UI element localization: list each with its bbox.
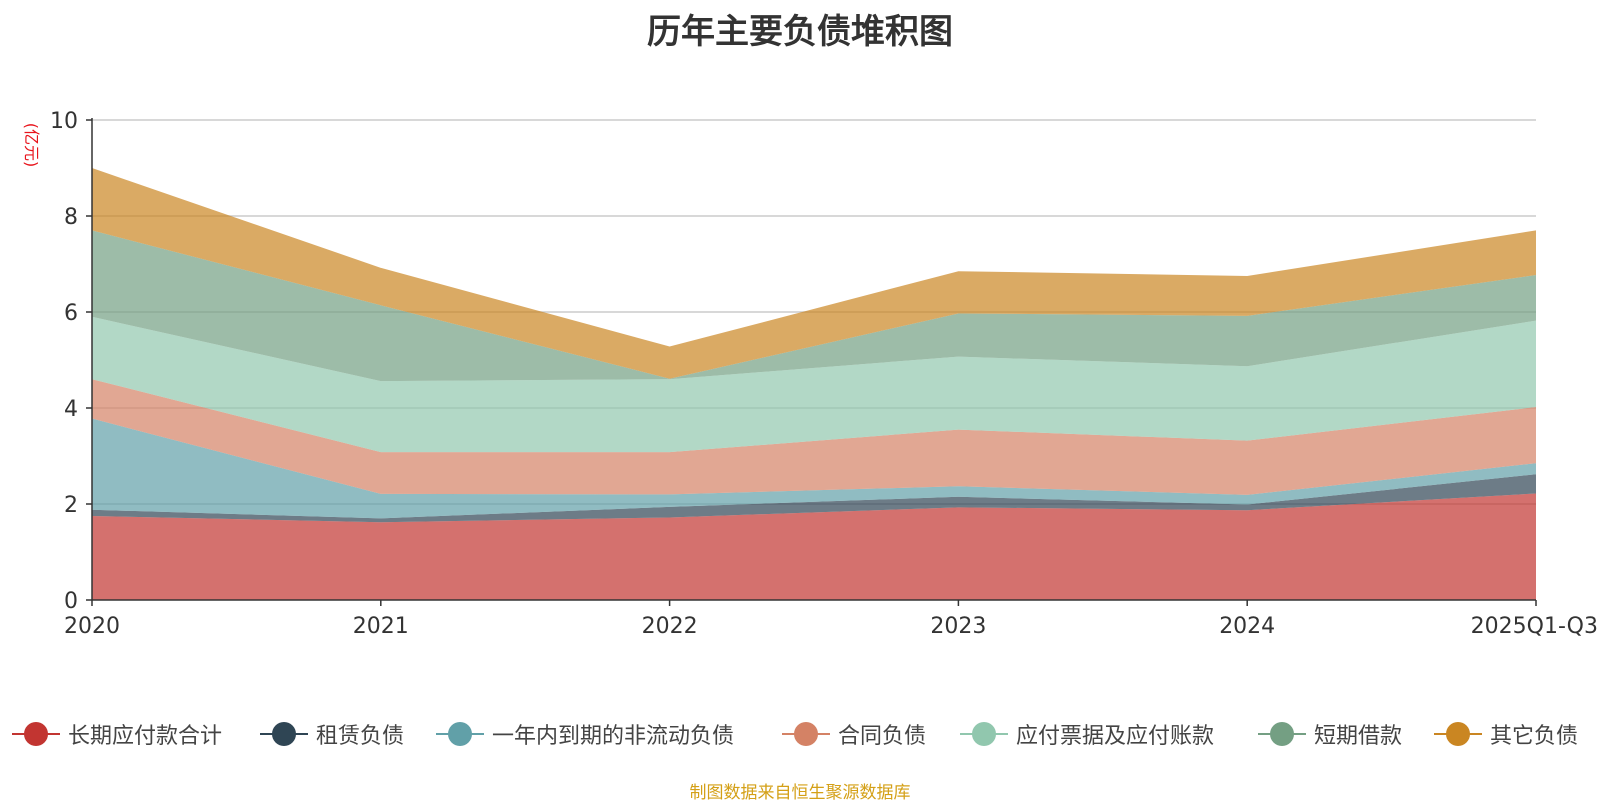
legend-item[interactable]: 合同负债 [782, 716, 926, 752]
y-tick-label: 0 [64, 589, 78, 614]
y-tick-label: 4 [64, 397, 78, 422]
legend-label: 长期应付款合计 [68, 724, 223, 749]
series-area-2 [92, 418, 1536, 519]
series-area-1 [92, 474, 1536, 523]
axes: 0 2 4 6 8 10 2020 2021 2022 2023 2024 2025Q1-Q3 [50, 109, 1598, 639]
x-tick-label: 2020 [64, 614, 120, 639]
series-area-0 [92, 493, 1536, 600]
y-tick-label: 2 [64, 493, 78, 518]
series-area-6 [92, 168, 1536, 379]
legend-marker [436, 716, 484, 752]
x-tick-label: 2025Q1-Q3 [1471, 614, 1598, 639]
stacked-areas [92, 168, 1536, 600]
chart-plot: 0 2 4 6 8 10 2020 2021 2022 2023 2024 2025Q1-Q3 (亿元… [22, 109, 1598, 639]
x-tick-label: 2022 [642, 614, 698, 639]
legend-label: 短期借款 [1314, 724, 1403, 749]
legend-item[interactable]: 短期借款 [1258, 716, 1402, 752]
x-tick-label: 2023 [930, 614, 986, 639]
legend-label: 一年内到期的非流动负债 [492, 724, 735, 749]
y-tick-label: 10 [50, 109, 78, 134]
legend-marker [260, 716, 308, 752]
series-area-3 [92, 379, 1536, 495]
legend-item[interactable]: 一年内到期的非流动负债 [436, 716, 734, 752]
legend-item[interactable]: 长期应付款合计 [12, 716, 222, 752]
legend-marker [960, 716, 1008, 752]
legend-item[interactable]: 其它负债 [1434, 716, 1578, 752]
legend-label: 其它负债 [1490, 724, 1579, 749]
legend: 长期应付款合计 租赁负债 一年内到期的非流动负债 合同负债 应付票据及应付账款 短期借款 其… [0, 716, 1600, 752]
series-area-5 [92, 230, 1536, 382]
legend-marker [782, 716, 830, 752]
legend-item[interactable]: 应付票据及应付账款 [960, 716, 1214, 752]
legend-item[interactable]: 租赁负债 [260, 716, 404, 752]
legend-label: 应付票据及应付账款 [1016, 724, 1215, 749]
chart-title: 历年主要负债堆积图 [647, 12, 953, 52]
x-tick-label: 2021 [353, 614, 409, 639]
source-footer: 制图数据来自恒生聚源数据库 [689, 783, 911, 803]
legend-label: 租赁负债 [316, 724, 405, 749]
y-tick-label: 8 [64, 205, 78, 230]
legend-marker [12, 716, 60, 752]
x-tick-label: 2024 [1219, 614, 1275, 639]
y-tick-label: 6 [64, 301, 78, 326]
legend-marker [1258, 716, 1306, 752]
legend-label: 合同负债 [838, 724, 927, 749]
y-axis-label: (亿元) [22, 123, 41, 168]
legend-marker [1434, 716, 1482, 752]
series-area-4 [92, 316, 1536, 453]
